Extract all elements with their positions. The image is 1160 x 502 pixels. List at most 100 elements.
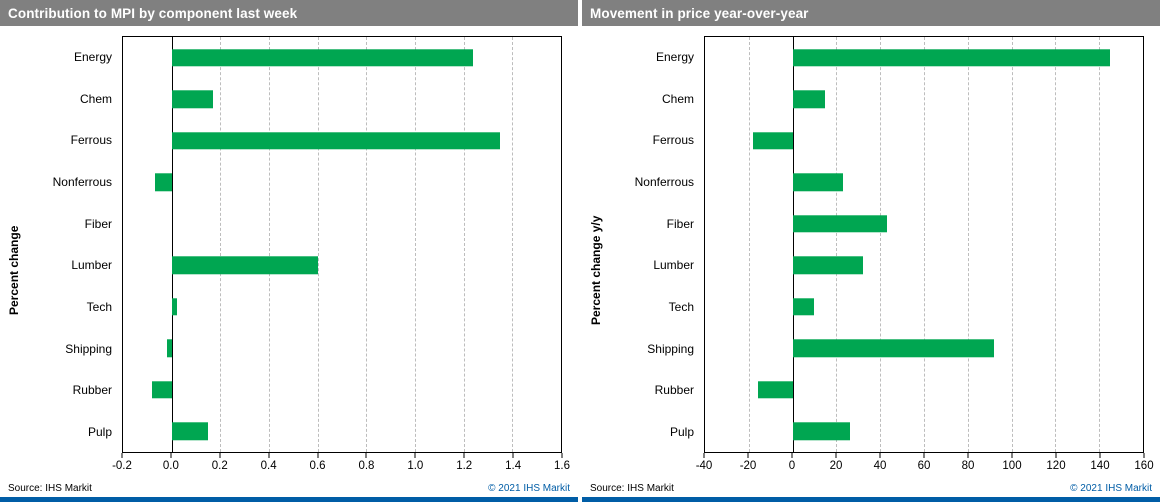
x-tick-mark <box>879 453 881 458</box>
bar-row <box>705 328 1143 370</box>
x-tick-mark <box>561 453 563 458</box>
x-tick-label: 0.8 <box>358 460 375 472</box>
category-label: Rubber <box>72 383 112 398</box>
category-label: Energy <box>73 49 112 64</box>
bar-row <box>705 37 1143 79</box>
bar-tech <box>792 298 815 316</box>
bar-row <box>705 369 1143 411</box>
plot-grid: Energy Chem Ferrous Nonferrous Fiber Lumber Te… <box>608 36 1154 479</box>
bar-pulp <box>792 422 850 440</box>
gridline <box>1099 37 1101 452</box>
category-label: Lumber <box>71 258 112 273</box>
bar-row <box>705 79 1143 121</box>
chart-title: Movement in price year-over-year <box>590 5 809 21</box>
source-text: Source: IHS Markit <box>8 482 92 494</box>
bar-energy <box>792 49 1111 67</box>
bar-row <box>705 286 1143 328</box>
category-label: Chem <box>79 91 112 106</box>
gridline <box>1055 37 1057 452</box>
chart-body: Percent change Energy Chem Ferrous Nonferro… <box>0 26 578 479</box>
chart-panel-mpi-contribution: Contribution to MPI by component last we… <box>0 0 578 502</box>
chart-body: Percent change y/y Energy Chem Ferrous Nonf… <box>582 26 1160 479</box>
x-tick-label: 0.2 <box>211 460 228 472</box>
bar-row <box>123 245 561 287</box>
x-tick-mark <box>835 453 837 458</box>
category-label: Tech <box>668 300 694 315</box>
zero-axis-line <box>171 37 173 452</box>
x-tick-label: 120 <box>1046 460 1066 472</box>
bar-row <box>123 79 561 121</box>
x-tick-mark <box>219 453 221 458</box>
x-tick-mark <box>1011 453 1013 458</box>
x-tick-mark <box>747 453 749 458</box>
bar-shipping <box>792 339 995 357</box>
bar-row <box>123 120 561 162</box>
x-tick-label: 40 <box>873 460 887 472</box>
bar-lumber <box>792 256 863 274</box>
category-label: Shipping <box>65 341 112 356</box>
bar-row <box>123 328 561 370</box>
x-tick-mark <box>703 453 705 458</box>
x-tick-label: -0.2 <box>112 460 132 472</box>
plot-area <box>704 36 1144 453</box>
chart-panel-price-movement: Movement in price year-over-year Percent… <box>582 0 1160 502</box>
bar-nonferrous <box>154 173 172 191</box>
gridline <box>836 37 838 452</box>
bar-fiber <box>792 215 887 233</box>
copyright-text: © 2021 IHS Markit <box>1070 482 1152 494</box>
bar-row <box>705 203 1143 245</box>
bar-row <box>705 120 1143 162</box>
bar-row <box>123 369 561 411</box>
x-tick-mark <box>463 453 465 458</box>
category-label: Pulp <box>669 425 694 440</box>
category-label: Chem <box>661 91 694 106</box>
x-tick-label: 1.6 <box>554 460 570 472</box>
category-label: Ferrous <box>652 133 694 148</box>
bar-row <box>123 411 561 453</box>
chart-title: Contribution to MPI by component last we… <box>8 5 298 21</box>
gridline <box>268 37 270 452</box>
x-tick-mark <box>1143 453 1145 458</box>
bar-row <box>705 162 1143 204</box>
category-label: Pulp <box>87 425 112 440</box>
gridline <box>748 37 750 452</box>
chart-title-bar: Movement in price year-over-year <box>582 0 1160 26</box>
bar-row <box>123 286 561 328</box>
gridline <box>967 37 969 452</box>
chart-title-bar: Contribution to MPI by component last we… <box>0 0 578 26</box>
category-label: Energy <box>655 49 694 64</box>
category-label: Nonferrous <box>52 174 112 189</box>
bar-row <box>705 245 1143 287</box>
category-labels: Energy Chem Ferrous Nonferrous Fiber Lumber Te… <box>608 36 704 453</box>
x-tick-mark <box>170 453 172 458</box>
gridline <box>317 37 319 452</box>
bar-nonferrous <box>792 173 843 191</box>
zero-axis-line <box>792 37 794 452</box>
bar-row <box>123 37 561 79</box>
x-tick-label: 80 <box>961 460 975 472</box>
gridline <box>220 37 222 452</box>
y-axis-label: Percent change <box>7 225 21 316</box>
x-tick-label: -40 <box>695 460 713 472</box>
x-tick-label: 60 <box>917 460 931 472</box>
copyright-text: © 2021 IHS Markit <box>488 482 570 494</box>
category-label: Tech <box>86 300 112 315</box>
category-label: Rubber <box>654 383 694 398</box>
category-label: Lumber <box>653 258 694 273</box>
bar-pulp <box>171 422 209 440</box>
chart-footer: Source: IHS Markit © 2021 IHS Markit <box>582 479 1160 497</box>
x-tick-label: -20 <box>739 460 757 472</box>
gridline <box>512 37 514 452</box>
x-tick-label: 0.6 <box>309 460 326 472</box>
gridline <box>880 37 882 452</box>
x-tick-mark <box>923 453 925 458</box>
category-label: Ferrous <box>70 133 112 148</box>
bar-rubber <box>152 381 172 399</box>
bar-ferrous <box>753 132 793 150</box>
axis-spacer <box>608 453 704 479</box>
gridline <box>414 37 416 452</box>
x-tick-label: 1.4 <box>505 460 522 472</box>
gridline <box>366 37 368 452</box>
bar-rubber <box>757 381 793 399</box>
